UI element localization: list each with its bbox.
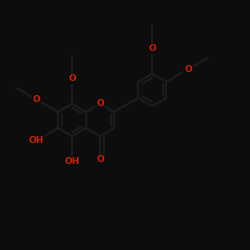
Text: OH: OH xyxy=(28,136,44,145)
Text: OH: OH xyxy=(64,157,80,166)
Text: O: O xyxy=(148,44,156,53)
Text: O: O xyxy=(32,95,40,104)
Text: O: O xyxy=(96,156,104,164)
Text: O: O xyxy=(96,99,104,108)
Text: O: O xyxy=(184,65,192,74)
Text: O: O xyxy=(68,74,76,83)
